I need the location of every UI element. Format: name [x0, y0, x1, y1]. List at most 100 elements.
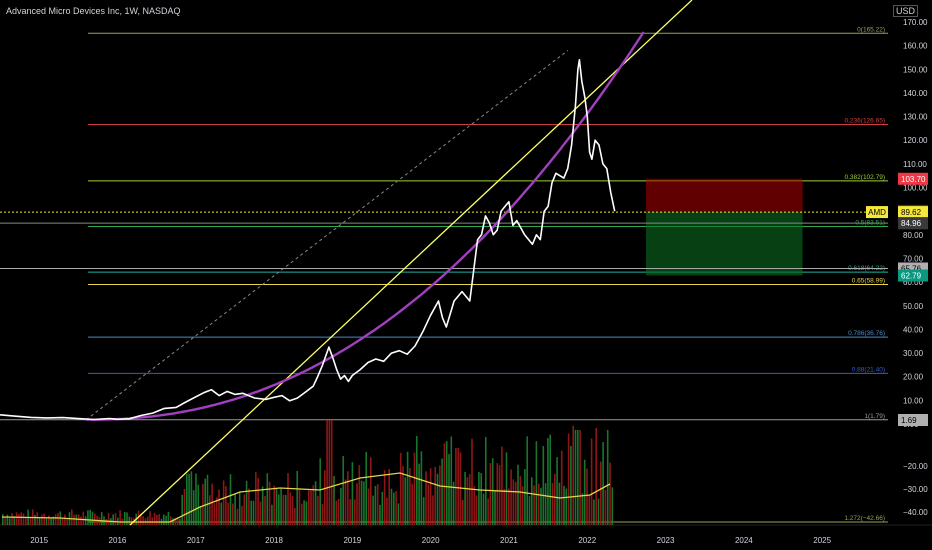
volume-bar — [593, 499, 595, 525]
x-tick-label: 2020 — [422, 536, 440, 545]
volume-bar — [13, 516, 16, 525]
volume-bar — [289, 492, 292, 525]
y-tick-label: 20.00 — [903, 373, 924, 382]
volume-bar — [307, 490, 310, 525]
volume-bar — [232, 503, 234, 525]
volume-bar — [238, 491, 241, 525]
fib-level-label: 0.88(21.40) — [852, 366, 885, 373]
volume-bar — [404, 477, 407, 525]
volume-ma-line — [1, 472, 611, 523]
volume-bar — [556, 457, 558, 525]
volume-bar — [411, 483, 413, 525]
volume-bar — [489, 462, 492, 525]
volume-bar — [574, 430, 577, 525]
volume-bar — [542, 445, 545, 525]
x-tick-label: 2025 — [813, 536, 831, 545]
volume-bar — [280, 488, 282, 525]
volume-bar — [443, 443, 446, 525]
volume-bar — [409, 467, 411, 525]
y-tick-label: −40.00 — [903, 508, 928, 517]
volume-bar — [87, 510, 89, 525]
volume-bar — [491, 458, 494, 525]
volume-bar — [395, 491, 397, 525]
volume-bar — [291, 496, 294, 525]
volume-bar — [427, 484, 430, 525]
volume-bar — [602, 442, 604, 525]
volume-bar — [167, 511, 170, 525]
volume-bar — [324, 470, 326, 525]
take-profit-zone — [645, 212, 803, 276]
volume-bar — [278, 494, 280, 525]
fib-level-label: 0(165.22) — [857, 26, 885, 33]
volume-bar — [471, 438, 473, 525]
y-tick-label: 80.00 — [903, 231, 924, 240]
volume-bar — [406, 451, 409, 525]
volume-bar — [358, 465, 361, 525]
chart-title: Advanced Micro Devices Inc, 1W, NASDAQ — [6, 6, 181, 16]
price-tag-label: 84.96 — [901, 219, 922, 228]
volume-bar — [473, 485, 476, 525]
volume-bar — [66, 518, 68, 525]
volume-bar — [482, 493, 485, 525]
volume-bar — [374, 486, 377, 525]
volume-bar — [533, 485, 535, 525]
volume-bar — [528, 496, 531, 525]
volume-bar — [229, 474, 232, 525]
volume-bar — [606, 429, 609, 525]
volume-bar — [73, 514, 75, 525]
x-tick-label: 2023 — [657, 536, 675, 545]
trend-line-dotted — [85, 49, 569, 421]
volume-bar — [84, 516, 87, 525]
volume-bar — [128, 516, 131, 525]
currency-selector[interactable]: USD — [892, 5, 918, 17]
volume-bar — [220, 502, 223, 525]
volume-bar — [370, 457, 372, 525]
volume-bar — [151, 517, 154, 525]
volume-bar — [25, 517, 27, 525]
volume-bar — [11, 513, 13, 525]
volume-bar — [100, 512, 103, 525]
volume-bar — [6, 514, 9, 525]
x-tick-label: 2021 — [500, 536, 518, 545]
volume-bar — [301, 503, 303, 525]
y-tick-label: 70.00 — [903, 254, 924, 263]
volume-bar — [222, 480, 225, 525]
price-tag-bg — [898, 414, 928, 427]
y-tick-label: 100.00 — [903, 184, 928, 193]
volume-bar — [18, 514, 20, 525]
volume-bar — [335, 500, 338, 525]
volume-bar — [519, 475, 522, 525]
volume-bar — [243, 494, 246, 525]
volume-bar — [326, 420, 328, 525]
volume-bar — [570, 445, 572, 525]
volume-bar — [298, 488, 301, 525]
volume-bar — [188, 473, 190, 525]
volume-bar — [342, 456, 344, 525]
volume-bar — [478, 472, 480, 525]
price-line — [0, 58, 616, 421]
price-tag-bg — [898, 206, 928, 219]
volume-bar — [75, 514, 78, 525]
volume-bar — [535, 441, 538, 525]
y-tick-label: 30.00 — [903, 349, 924, 358]
volume-bar — [153, 512, 156, 525]
volume-bar — [531, 477, 533, 525]
volume-bar — [517, 464, 519, 525]
y-tick-label: 160.00 — [903, 42, 928, 51]
volume-bar — [579, 430, 581, 525]
volume-bar — [71, 509, 73, 525]
volume-bar — [57, 512, 59, 525]
volume-bar — [588, 494, 591, 525]
volume-bar — [305, 501, 308, 525]
y-tick-label: 50.00 — [903, 302, 924, 311]
volume-bar — [450, 436, 453, 525]
fib-level-label: 0.65(58.99) — [852, 278, 885, 285]
trend-line — [129, 0, 693, 526]
volume-bar — [15, 512, 18, 525]
volume-bar — [271, 504, 273, 525]
volume-bar — [547, 437, 549, 525]
volume-bar — [319, 458, 321, 525]
volume-bar — [146, 516, 149, 525]
volume-bar — [268, 481, 271, 525]
